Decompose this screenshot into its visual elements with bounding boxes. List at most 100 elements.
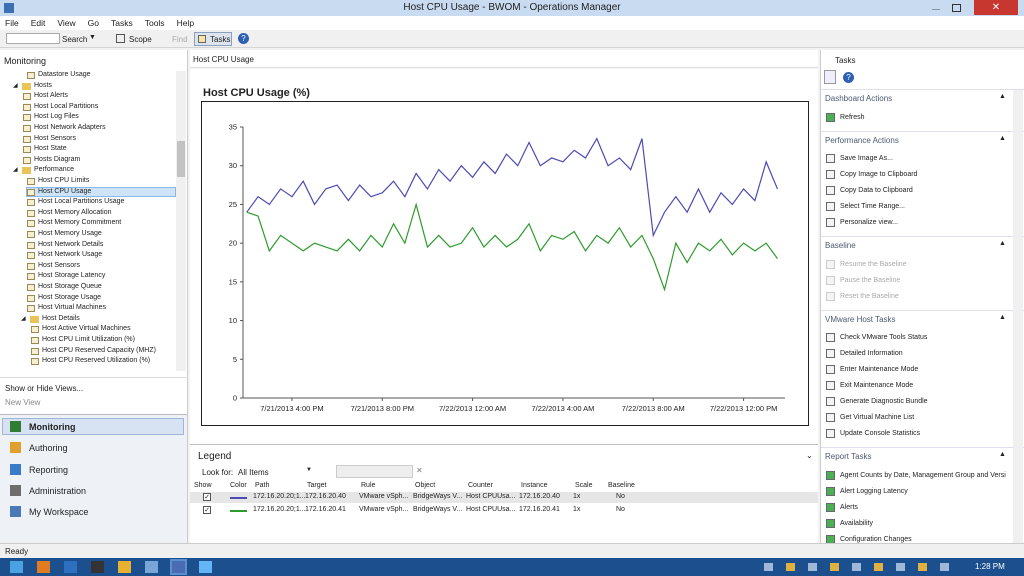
task-link[interactable]: Copy Image to Clipboard bbox=[840, 171, 918, 178]
task-link[interactable]: Alert Logging Latency bbox=[840, 487, 908, 495]
tree-item[interactable]: Host Network Adapters bbox=[34, 124, 106, 131]
section-collapse[interactable]: ▲ bbox=[999, 313, 1006, 321]
taskbar-app[interactable] bbox=[64, 561, 77, 573]
task-link[interactable]: Availability bbox=[840, 519, 873, 527]
task-link[interactable]: Generate Diagnostic Bundle bbox=[840, 398, 928, 405]
tree-item[interactable]: Host Network Details bbox=[38, 240, 104, 248]
maximize-button[interactable] bbox=[952, 4, 961, 12]
task-link[interactable]: Alerts bbox=[840, 503, 858, 511]
tree-item[interactable]: Host State bbox=[34, 145, 67, 153]
menu-item[interactable]: Tasks bbox=[110, 18, 133, 28]
tasks-tab[interactable] bbox=[824, 70, 836, 84]
menu-item[interactable]: Help bbox=[176, 18, 195, 28]
tray-icon[interactable] bbox=[940, 563, 949, 571]
minimize-button[interactable] bbox=[932, 5, 940, 10]
scroll-thumb[interactable] bbox=[177, 141, 185, 177]
column-header[interactable]: Counter bbox=[468, 482, 493, 489]
column-header[interactable]: Path bbox=[255, 482, 270, 489]
search-button[interactable]: Search bbox=[62, 35, 88, 44]
tree-item[interactable]: Host CPU Limits bbox=[38, 177, 90, 184]
tree-item[interactable]: Host Storage Usage bbox=[38, 293, 102, 301]
task-link[interactable]: Copy Data to Clipboard bbox=[840, 187, 913, 194]
column-header[interactable]: Rule bbox=[361, 482, 376, 489]
close-button[interactable]: ✕ bbox=[974, 0, 1018, 15]
tray-icon[interactable] bbox=[764, 563, 773, 571]
nav-button[interactable]: Authoring bbox=[29, 443, 68, 454]
tree-item[interactable]: Host Virtual Machines bbox=[38, 304, 106, 312]
task-link[interactable]: Save Image As... bbox=[840, 155, 893, 162]
menu-item[interactable]: Edit bbox=[30, 18, 46, 28]
section-collapse[interactable]: ▲ bbox=[999, 134, 1006, 142]
task-link[interactable]: Personalize view... bbox=[840, 219, 898, 226]
find-button[interactable]: Find bbox=[172, 35, 188, 44]
task-link[interactable]: Enter Maintenance Mode bbox=[840, 366, 919, 373]
tree-item[interactable]: Host CPU Usage bbox=[38, 187, 92, 195]
tree-item[interactable]: Host Active Virtual Machines bbox=[42, 325, 131, 333]
tree-item[interactable]: Host Memory Allocation bbox=[38, 208, 112, 216]
search-box[interactable] bbox=[6, 33, 60, 44]
tree-item[interactable]: Host Log Files bbox=[34, 113, 79, 121]
tree-item[interactable]: Host Local Partitions bbox=[34, 102, 99, 110]
task-link[interactable]: Exit Maintenance Mode bbox=[840, 382, 914, 389]
section-collapse[interactable]: ▲ bbox=[999, 240, 1006, 247]
tree-folder[interactable]: Host Details bbox=[42, 314, 80, 322]
new-view[interactable]: New View bbox=[5, 398, 41, 407]
taskbar-app[interactable] bbox=[37, 561, 50, 573]
show-checkbox[interactable]: ✓ bbox=[203, 493, 211, 501]
help-tab[interactable]: ? bbox=[843, 72, 854, 83]
show-hide-link[interactable]: Show or Hide Views... bbox=[5, 384, 84, 393]
show-checkbox[interactable]: ✓ bbox=[203, 505, 211, 514]
tray-icon[interactable] bbox=[852, 563, 861, 571]
tree-item[interactable]: Datastore Usage bbox=[38, 71, 91, 78]
column-header[interactable]: Show bbox=[194, 482, 212, 489]
filter-box[interactable] bbox=[336, 465, 413, 478]
taskbar-app[interactable] bbox=[170, 559, 187, 575]
column-header[interactable]: Baseline bbox=[608, 482, 635, 489]
tree-item[interactable]: Host CPU Limit Utilization (%) bbox=[42, 336, 135, 343]
tree-item[interactable]: Host CPU Reserved Capacity (MHZ) bbox=[42, 346, 156, 354]
tree-item[interactable]: Host Memory Usage bbox=[38, 230, 102, 237]
scope-button[interactable]: Scope bbox=[129, 35, 152, 44]
task-link[interactable]: Configuration Changes bbox=[840, 535, 912, 543]
help-icon[interactable]: ? bbox=[238, 33, 249, 44]
menu-item[interactable]: File bbox=[5, 18, 19, 28]
filter-select[interactable]: All Items bbox=[238, 468, 269, 477]
tree-item[interactable]: Host Network Usage bbox=[38, 251, 103, 259]
task-link[interactable]: Detailed Information bbox=[840, 350, 903, 357]
column-header[interactable]: Target bbox=[307, 482, 327, 489]
tray-icon[interactable] bbox=[918, 563, 927, 571]
task-link[interactable]: Select Time Range... bbox=[840, 203, 905, 210]
taskbar-app[interactable] bbox=[199, 561, 212, 573]
tree-item[interactable]: Host Storage Latency bbox=[38, 272, 106, 280]
column-header[interactable]: Scale bbox=[575, 482, 593, 489]
tree-item[interactable]: Host Sensors bbox=[34, 134, 77, 142]
task-link[interactable]: Get Virtual Machine List bbox=[840, 414, 915, 421]
nav-button[interactable]: Reporting bbox=[29, 464, 69, 475]
menu-item[interactable]: Go bbox=[87, 18, 99, 28]
tree-folder[interactable]: Hosts bbox=[34, 81, 52, 89]
clear-filter[interactable]: ✕ bbox=[416, 466, 423, 475]
section-collapse[interactable]: ▲ bbox=[999, 451, 1006, 458]
tray-icon[interactable] bbox=[808, 563, 817, 571]
column-header[interactable]: Color bbox=[230, 482, 247, 489]
tree-folder[interactable]: Performance bbox=[34, 166, 75, 174]
column-header[interactable]: Object bbox=[415, 482, 436, 489]
tree-item[interactable]: Hosts Diagram bbox=[34, 155, 81, 163]
tray-icon[interactable] bbox=[830, 563, 839, 571]
tree-item[interactable]: Host Local Partitions Usage bbox=[38, 198, 125, 206]
tray-icon[interactable] bbox=[786, 563, 795, 571]
taskbar-app[interactable] bbox=[91, 561, 104, 573]
tray-icon[interactable] bbox=[896, 563, 905, 571]
column-header[interactable]: Instance bbox=[521, 482, 548, 489]
taskbar-app[interactable] bbox=[118, 561, 131, 573]
tree-item[interactable]: Host Alerts bbox=[34, 92, 68, 100]
tree-item[interactable]: Host CPU Reserved Utilization (%) bbox=[42, 357, 151, 365]
taskbar-app[interactable] bbox=[10, 561, 23, 573]
task-link[interactable]: Agent Counts by Date, Management Group a… bbox=[840, 471, 1006, 479]
tree-item[interactable]: Host Sensors bbox=[38, 261, 81, 269]
tray-icon[interactable] bbox=[874, 563, 883, 571]
nav-button[interactable]: Monitoring bbox=[29, 422, 76, 432]
menu-item[interactable]: View bbox=[57, 18, 76, 28]
task-link[interactable]: Refresh bbox=[840, 113, 865, 121]
task-link[interactable]: Check VMware Tools Status bbox=[840, 334, 928, 341]
